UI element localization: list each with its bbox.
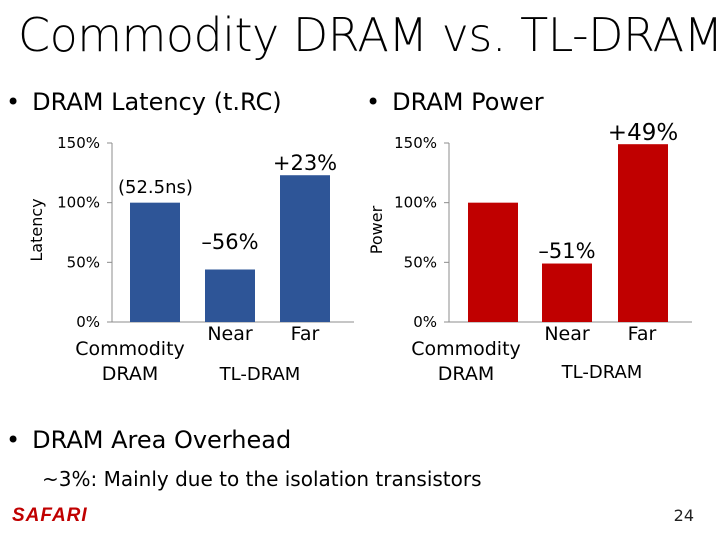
y-axis-label: Power [367, 205, 386, 254]
bar-3 [280, 175, 330, 322]
safari-logo: SAFARI [12, 505, 88, 526]
y-axis-label: Latency [27, 198, 46, 261]
category-label: Commodity [75, 338, 185, 360]
bullet-dot: • [6, 426, 21, 454]
area-detail: ~3%: Mainly due to the isolation transis… [42, 467, 482, 491]
data-annotation: –51% [538, 239, 595, 263]
y-tick-label: 50% [404, 253, 437, 271]
category-label: Near [544, 323, 590, 345]
bar-2 [205, 269, 255, 322]
bullet-latency-text: DRAM Latency (t.RC) [32, 88, 282, 116]
bullet-power-text: DRAM Power [392, 88, 544, 116]
y-tick-label: 100% [57, 194, 100, 212]
y-tick-label: 150% [394, 134, 437, 152]
bullet-area: • DRAM Area Overhead [6, 426, 291, 454]
bar-1 [468, 202, 518, 322]
category-label: Near [207, 323, 253, 345]
bullet-power: • DRAM Power [366, 88, 544, 116]
data-annotation: (52.5ns) [118, 177, 193, 198]
bullet-area-text: DRAM Area Overhead [32, 426, 292, 454]
category-label: Commodity [411, 338, 521, 360]
category-label: Far [291, 323, 320, 345]
y-tick-label: 150% [57, 134, 100, 152]
latency-chart: 0% 50% 100% 150% Latency Commodity DRAM Near Far… [27, 134, 354, 385]
y-tick-label: 50% [67, 253, 100, 271]
data-annotation: +23% [273, 151, 337, 175]
category-label: DRAM [102, 363, 158, 385]
bar-2 [542, 263, 592, 322]
y-tick-label: 100% [394, 194, 437, 212]
y-tick-label: 0% [76, 313, 100, 331]
slide-title: Commodity DRAM vs. TL-DRAM [18, 8, 720, 62]
bullet-dot: • [6, 88, 21, 116]
group-label: TL-DRAM [561, 362, 643, 383]
category-label: Far [628, 323, 657, 345]
power-chart: 0% 50% 100% 150% Power Commodity DRAM Near Far TL… [367, 120, 692, 385]
bar-1 [130, 202, 180, 322]
y-tick-label: 0% [413, 313, 437, 331]
data-annotation: –56% [201, 230, 258, 254]
data-annotation: +49% [608, 120, 678, 146]
bar-3 [618, 144, 668, 322]
bullet-dot: • [366, 88, 381, 116]
category-label: DRAM [438, 363, 494, 385]
group-label: TL-DRAM [219, 364, 301, 385]
page-number: 24 [673, 506, 694, 525]
bullet-latency: • DRAM Latency (t.RC) [6, 88, 282, 116]
